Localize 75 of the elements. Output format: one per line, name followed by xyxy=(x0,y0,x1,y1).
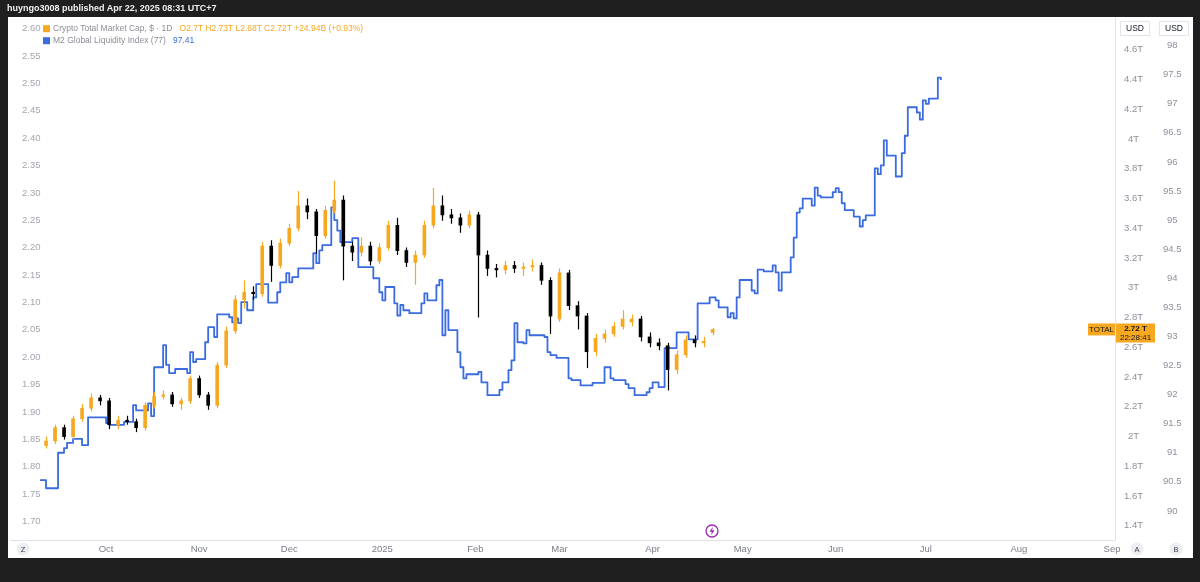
y-tick-label: 2.20 xyxy=(22,241,41,253)
y3-tick-label: 97 xyxy=(1166,97,1178,109)
annotation: O2.7T H2.73T L2.68T C2.72T +24.94B (+0.93%) xyxy=(179,23,364,34)
y-tick-label: 2.45 xyxy=(22,104,41,116)
y2-axis-title: USD xyxy=(1126,23,1144,34)
annotation: TOTAL xyxy=(1088,324,1115,334)
y-tick-label: 2.40 xyxy=(22,131,41,143)
y3-tick-label: 92 xyxy=(1166,388,1178,400)
y-tick-label: 2.10 xyxy=(22,296,41,308)
text: huyngo3008 published Apr 22, 2025 08:31 UTC+7 xyxy=(7,3,217,14)
y2-tick-label: 4.4T xyxy=(1124,73,1144,85)
y-tick-label: 2.35 xyxy=(22,159,41,171)
x-tick-label: Apr xyxy=(645,543,660,555)
y2-tick-label: 2T xyxy=(1127,430,1140,442)
x-tick-label: 2025 xyxy=(371,543,393,555)
y2-tick-label: 3.8T xyxy=(1124,162,1144,174)
y3-tick-label: 91.5 xyxy=(1162,417,1182,429)
y3-tick-label: 91 xyxy=(1166,446,1178,458)
y3-tick-label: 93 xyxy=(1166,330,1178,342)
y3-tick-label: 90 xyxy=(1166,504,1178,516)
y3-tick-label: 93.5 xyxy=(1162,300,1182,312)
text: 22:28:41 xyxy=(1119,332,1152,342)
y-tick-label: 2.05 xyxy=(22,323,41,335)
y3-tick-label: 97.5 xyxy=(1162,68,1182,80)
y3-tick-label: 96 xyxy=(1166,155,1178,167)
y-tick-label: 2.55 xyxy=(22,49,41,61)
y2-tick-label: 2.2T xyxy=(1124,400,1144,412)
legend-label: M2 Global Liquidity Index (77) xyxy=(53,35,167,46)
y2-tick-label: 2.8T xyxy=(1124,311,1144,323)
y3-tick-label: 94.5 xyxy=(1162,242,1182,254)
y2-tick-label: 2.6T xyxy=(1124,340,1144,352)
y-tick-label: 2.25 xyxy=(22,213,41,225)
y2-tick-label: 1.4T xyxy=(1124,519,1144,531)
y-tick-label: 1.90 xyxy=(22,405,41,417)
x-tick-label: Jul xyxy=(919,543,932,555)
y2-tick-label: 1.6T xyxy=(1124,489,1144,501)
y3-tick-label: 95.5 xyxy=(1162,184,1182,196)
y2-tick-label: 3T xyxy=(1127,281,1140,293)
y3-tick-label: 92.5 xyxy=(1162,359,1182,371)
y2-tick-label: 4.6T xyxy=(1124,43,1144,55)
x-tick-label: Aug xyxy=(1010,543,1028,555)
x-tick-label: Mar xyxy=(551,543,568,555)
y-tick-label: 2.50 xyxy=(22,77,41,89)
y-tick-label: 2.60 xyxy=(22,22,41,34)
text: 2.72 T xyxy=(1124,324,1147,334)
y2-tick-label: 4.2T xyxy=(1124,102,1144,114)
y3-tick-label: 95 xyxy=(1166,213,1178,225)
x-tick-label: Sep xyxy=(1103,543,1121,555)
y3-tick-label: 90.5 xyxy=(1162,475,1182,487)
y-tick-label: 1.70 xyxy=(22,515,41,527)
x-tick-label: Nov xyxy=(190,543,208,555)
y-tick-label: 1.80 xyxy=(22,460,41,472)
y-tick-label: 2.30 xyxy=(22,186,41,198)
y3-tick-label: 96.5 xyxy=(1162,126,1182,138)
y2-tick-label: 1.8T xyxy=(1124,459,1144,471)
x-tick-label: Dec xyxy=(280,543,298,555)
y3-axis-title: USD xyxy=(1165,23,1183,34)
x-tick-label: Jun xyxy=(828,543,844,555)
y2-tick-label: 4T xyxy=(1127,132,1140,144)
y-tick-label: 2.00 xyxy=(22,350,41,362)
x-tick-label: Feb xyxy=(467,543,484,555)
y3-tick-label: 98 xyxy=(1166,39,1178,51)
y2-tick-label: 3.6T xyxy=(1124,192,1144,204)
x-tick-label: Oct xyxy=(98,543,114,555)
y2-tick-label: 3.4T xyxy=(1124,221,1144,233)
legend-label: Crypto Total Market Cap, $ · 1D xyxy=(53,23,173,34)
y2-tick-label: 3.2T xyxy=(1124,251,1144,263)
y3-tick-label: 94 xyxy=(1166,271,1178,283)
annotation: 97.41 xyxy=(172,35,195,46)
y-tick-label: 1.85 xyxy=(22,432,41,444)
y2-tick-label: 2.4T xyxy=(1124,370,1144,382)
y-tick-label: 1.95 xyxy=(22,378,41,390)
y-tick-label: 1.75 xyxy=(22,487,41,499)
y-tick-label: 2.15 xyxy=(22,268,41,280)
x-tick-label: May xyxy=(733,543,752,555)
